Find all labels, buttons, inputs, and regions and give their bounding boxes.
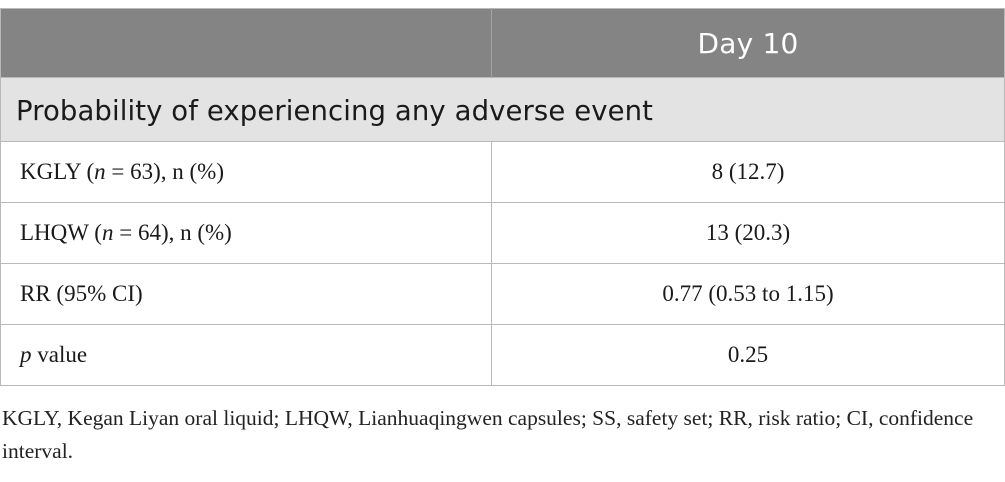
table-row: KGLY (n = 63), n (%) 8 (12.7)	[0, 141, 1005, 203]
section-title: Probability of experiencing any adverse …	[0, 77, 1005, 142]
row-value: 8 (12.7)	[491, 141, 1005, 203]
table-row: LHQW (n = 64), n (%) 13 (20.3)	[0, 202, 1005, 264]
table-footnote: KGLY, Kegan Liyan oral liquid; LHQW, Lia…	[2, 406, 974, 463]
row-value: 0.25	[491, 324, 1005, 386]
table-row: RR (95% CI) 0.77 (0.53 to 1.15)	[0, 263, 1005, 325]
section-row: Probability of experiencing any adverse …	[0, 77, 1005, 142]
row-value: 13 (20.3)	[491, 202, 1005, 264]
adverse-event-table: Day 10 Probability of experiencing any a…	[0, 8, 1005, 386]
row-label: RR (95% CI)	[0, 263, 492, 325]
row-label: LHQW (n = 64), n (%)	[0, 202, 492, 264]
italic-p: p	[20, 342, 32, 367]
row-label: KGLY (n = 63), n (%)	[0, 141, 492, 203]
header-day-10: Day 10	[491, 8, 1005, 78]
table-row: p value 0.25	[0, 324, 1005, 386]
italic-n: n	[101, 220, 114, 245]
row-label: p value	[0, 324, 492, 386]
header-label-cell	[0, 8, 492, 78]
table-header-row: Day 10	[0, 8, 1005, 78]
row-value: 0.77 (0.53 to 1.15)	[491, 263, 1005, 325]
italic-n: n	[94, 159, 106, 184]
